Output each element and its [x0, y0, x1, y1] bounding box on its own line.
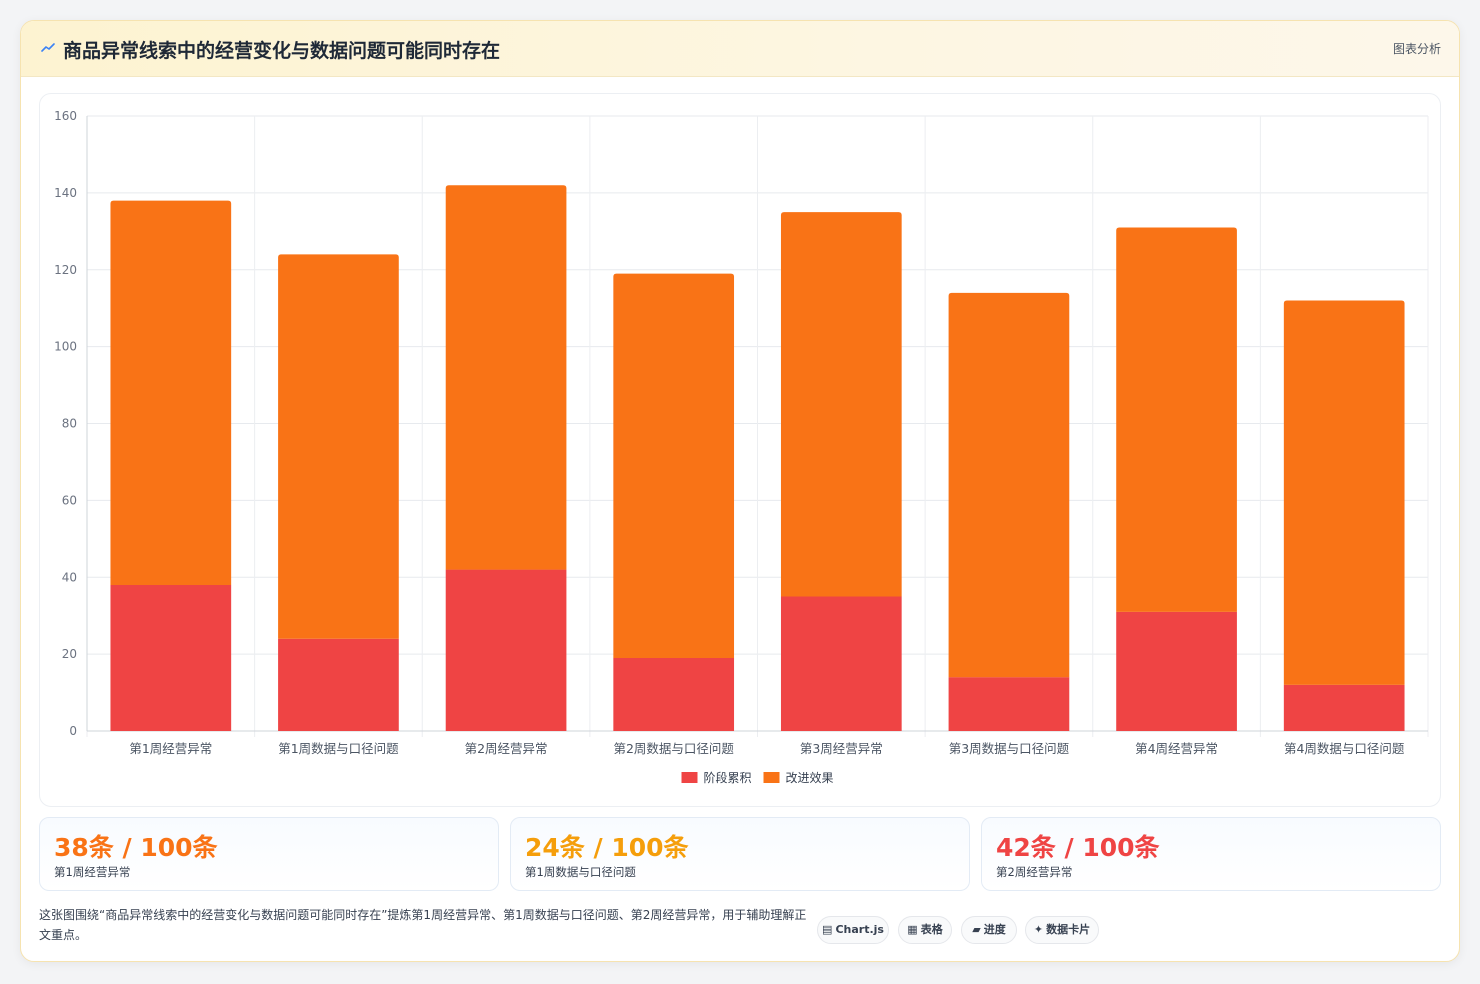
bar-segment	[278, 638, 399, 731]
x-tick-label: 第1周数据与口径问题	[278, 741, 399, 756]
chart-icon: ▤	[822, 923, 833, 936]
stacked-bar-chart: 0 20 40 60 80 100 120 140 160 第1周经营异常 第1周数据与口径问题 第2…	[54, 109, 1429, 785]
stat-card-3: 42条 / 100条 第2周经营异常	[981, 817, 1441, 891]
chart-analysis-button[interactable]: 图表分析	[1392, 42, 1441, 56]
stat-card-1: 38条 / 100条 第1周经营异常	[39, 817, 499, 891]
bar-segment	[780, 596, 902, 731]
bar-segment	[1283, 684, 1405, 731]
y-tick-label: 120	[54, 263, 77, 277]
chip-label: 表格	[920, 923, 943, 936]
chart-panel: 0 20 40 60 80 100 120 140 160 第1周经营异常 第1周数据与口径问题 第2…	[39, 93, 1441, 807]
stat-card-2: 24条 / 100条 第1周数据与口径问题	[510, 817, 970, 891]
stat-label: 第2周经营异常	[996, 865, 1073, 879]
legend-swatch	[681, 772, 698, 783]
chip-progress[interactable]: ▰ 进度	[961, 916, 1017, 944]
bar-segment	[613, 273, 735, 658]
y-tick-label: 140	[54, 186, 77, 200]
legend-label: 阶段累积	[704, 770, 752, 785]
bar-segment	[613, 657, 735, 731]
bar-segment	[780, 212, 902, 597]
chip-label: 进度	[983, 923, 1006, 936]
bar-segment	[1116, 227, 1237, 612]
table-icon: ▦	[907, 923, 918, 936]
y-tick-label: 60	[62, 493, 77, 507]
chart-card: 商品异常线索中的经营变化与数据问题可能同时存在 图表分析 0 20 40 60 80 10…	[20, 20, 1460, 962]
x-tick-label: 第2周经营异常	[465, 741, 548, 756]
stat-cards: 38条 / 100条 第1周经营异常 24条 / 100条 第1周数据与口径问题…	[39, 817, 1441, 891]
bar-segment	[445, 569, 567, 731]
x-tick-label: 第1周经营异常	[129, 741, 212, 756]
bar-segment	[445, 185, 567, 570]
stat-value: 38条 / 100条	[54, 833, 218, 862]
x-tick-label: 第2周数据与口径问题	[613, 741, 734, 756]
bar-segment	[948, 292, 1070, 678]
trend-line-icon	[41, 43, 55, 52]
x-tick-label: 第4周数据与口径问题	[1284, 741, 1405, 756]
chip-chartjs[interactable]: ▤ Chart.js	[817, 916, 889, 944]
progress-icon: ▰	[972, 923, 981, 936]
legend-label: 改进效果	[786, 770, 834, 785]
card-header: 商品异常线索中的经营变化与数据问题可能同时存在 图表分析	[21, 21, 1459, 77]
x-tick-label: 第4周经营异常	[1135, 741, 1218, 756]
chart-title: 商品异常线索中的经营变化与数据问题可能同时存在	[63, 40, 501, 62]
y-tick-label: 40	[62, 570, 77, 584]
y-tick-label: 160	[54, 109, 77, 123]
bar-segment	[110, 200, 232, 585]
chip-label: Chart.js	[835, 923, 884, 936]
legend-swatch	[763, 772, 780, 783]
bar-segment	[1283, 300, 1405, 685]
bar-segment	[278, 254, 399, 639]
stat-label: 第1周数据与口径问题	[525, 865, 636, 879]
bar-segment	[948, 677, 1070, 731]
x-tick-label: 第3周数据与口径问题	[949, 741, 1070, 756]
x-tick-label: 第3周经营异常	[800, 741, 883, 756]
bar-segment	[1116, 611, 1237, 731]
y-tick-label: 80	[62, 417, 77, 431]
bar-segment	[110, 584, 232, 731]
stat-label: 第1周经营异常	[54, 865, 131, 879]
y-tick-label: 100	[54, 340, 77, 354]
chip-table[interactable]: ▦ 表格	[898, 916, 952, 944]
y-tick-label: 20	[62, 647, 77, 661]
y-tick-label: 0	[69, 724, 77, 738]
chart-description: 这张图围绕“商品异常线索中的经营变化与数据问题可能同时存在”提炼第1周经营异常、…	[39, 908, 807, 942]
stat-value: 42条 / 100条	[996, 833, 1160, 862]
chip-label: 数据卡片	[1046, 923, 1091, 936]
chip-data-cards[interactable]: ✦ 数据卡片	[1025, 916, 1099, 944]
sparkle-icon: ✦	[1033, 923, 1044, 936]
stat-value: 24条 / 100条	[525, 833, 689, 862]
